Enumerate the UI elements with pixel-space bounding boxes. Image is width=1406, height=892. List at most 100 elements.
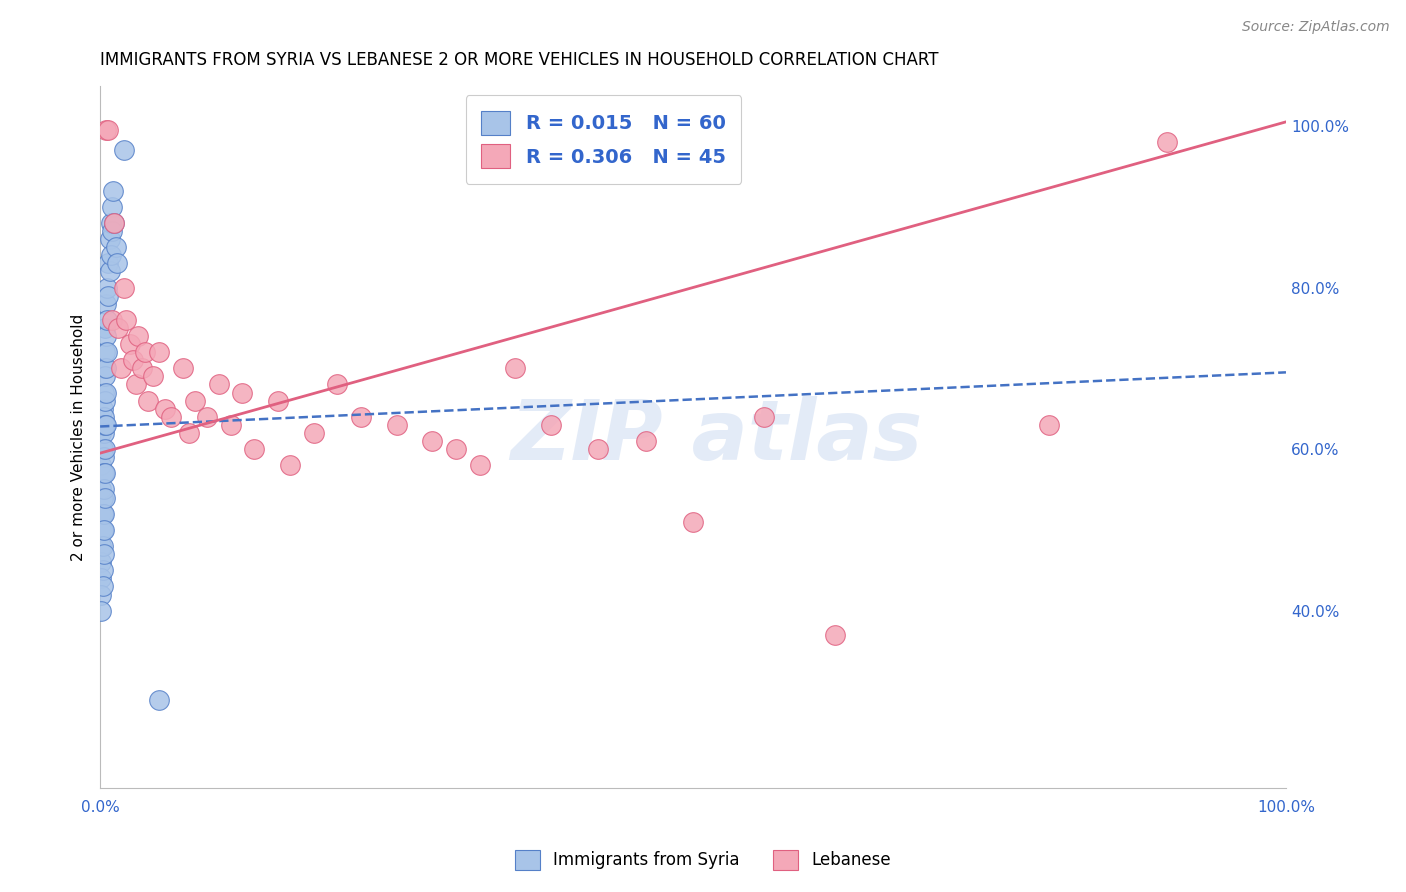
Point (93, 450, 115, 465)
Point (90, 507, 112, 521)
Point (503, 361, 526, 376)
Point (1156, 135, 1178, 149)
Point (94, 417, 117, 432)
Point (754, 409, 776, 424)
Point (90, 425, 112, 440)
Point (231, 385, 253, 400)
Point (93, 547, 115, 561)
Point (97, 256, 120, 270)
Point (94, 393, 117, 408)
Text: IMMIGRANTS FROM SYRIA VS LEBANESE 2 OR MORE VEHICLES IN HOUSEHOLD CORRELATION CH: IMMIGRANTS FROM SYRIA VS LEBANESE 2 OR M… (100, 51, 939, 69)
Point (468, 458, 491, 473)
Point (131, 361, 153, 376)
Point (326, 377, 349, 392)
Point (104, 240, 127, 254)
Point (112, 143, 135, 157)
Point (634, 434, 657, 448)
Point (94, 491, 117, 505)
Point (160, 409, 183, 424)
Point (93, 467, 115, 481)
Point (100, 216, 122, 230)
Point (91, 507, 114, 521)
Point (96, 280, 118, 294)
Point (97, 288, 120, 302)
Point (91, 523, 114, 537)
Point (302, 425, 325, 440)
Point (90, 571, 112, 585)
Point (136, 393, 159, 408)
Point (93, 483, 115, 497)
Point (267, 393, 290, 408)
Point (586, 442, 609, 456)
Point (172, 361, 194, 376)
Point (94, 369, 117, 384)
Point (94, 123, 117, 137)
Point (94, 329, 117, 343)
Text: ZIP atlas: ZIP atlas (510, 396, 922, 477)
Point (98, 232, 121, 246)
Point (90, 588, 112, 602)
Point (105, 256, 128, 270)
Point (101, 184, 124, 198)
Point (94, 417, 117, 432)
Point (91, 579, 114, 593)
Point (148, 692, 170, 706)
Point (107, 321, 129, 335)
Point (91, 539, 114, 553)
Point (98, 264, 121, 278)
Point (278, 458, 301, 473)
Point (94, 467, 117, 481)
Point (90, 555, 112, 569)
Point (91, 442, 114, 456)
Point (110, 361, 132, 376)
Point (93, 409, 115, 424)
Point (96, 345, 118, 359)
Point (94, 361, 117, 376)
Point (444, 442, 467, 456)
Point (90, 604, 112, 618)
Point (155, 401, 177, 416)
Point (112, 280, 135, 294)
Point (93, 385, 115, 400)
Point (97, 123, 120, 137)
Point (420, 434, 443, 448)
Point (90, 539, 112, 553)
Point (125, 377, 148, 392)
Point (91, 491, 114, 505)
Point (91, 401, 114, 416)
Point (540, 417, 562, 432)
Point (127, 329, 149, 343)
Y-axis label: 2 or more Vehicles in Household: 2 or more Vehicles in Household (72, 313, 86, 560)
Point (91, 417, 114, 432)
Point (93, 507, 115, 521)
Point (94, 296, 117, 310)
Legend: R = 0.015   N = 60, R = 0.306   N = 45: R = 0.015 N = 60, R = 0.306 N = 45 (465, 95, 741, 184)
Point (122, 353, 145, 368)
Point (90, 483, 112, 497)
Point (682, 515, 704, 529)
Legend: Immigrants from Syria, Lebanese: Immigrants from Syria, Lebanese (509, 843, 897, 877)
Point (100, 248, 122, 262)
Point (93, 361, 115, 376)
Point (93, 425, 115, 440)
Point (219, 417, 242, 432)
Point (184, 393, 207, 408)
Point (142, 369, 165, 384)
Point (103, 216, 125, 230)
Point (94, 321, 117, 335)
Point (101, 200, 124, 214)
Point (94, 442, 117, 456)
Point (90, 458, 112, 473)
Point (134, 345, 156, 359)
Point (93, 523, 115, 537)
Point (118, 337, 141, 351)
Point (94, 345, 117, 359)
Point (91, 467, 114, 481)
Point (195, 409, 218, 424)
Point (90, 523, 112, 537)
Point (1038, 417, 1060, 432)
Point (350, 409, 373, 424)
Point (208, 377, 231, 392)
Point (94, 385, 117, 400)
Point (177, 425, 200, 440)
